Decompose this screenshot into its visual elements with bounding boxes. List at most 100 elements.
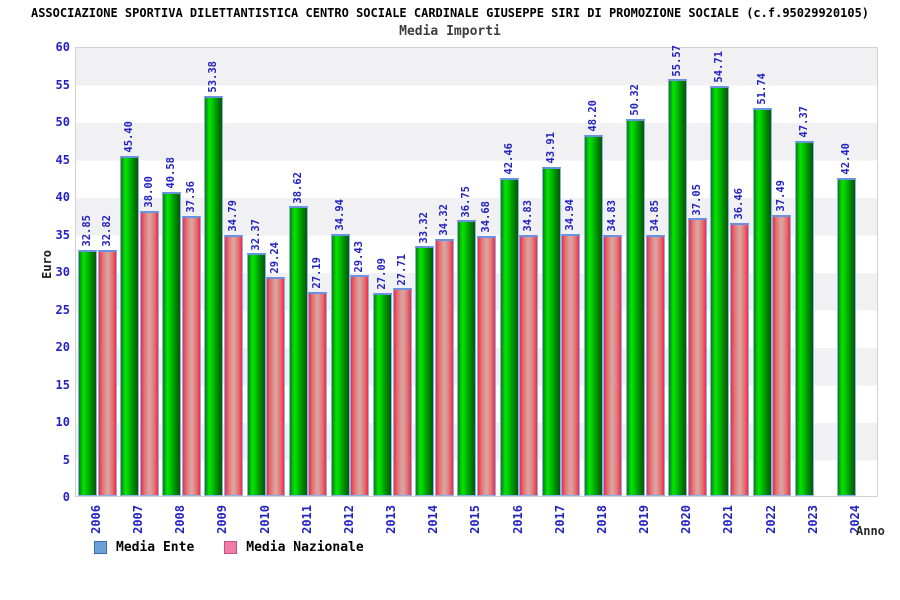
legend-label-media-ente: Media Ente (116, 539, 195, 555)
bar-media-nazionale-2014 (434, 238, 454, 496)
bar-value-label-2018-s0: 48.20 (586, 99, 599, 132)
bar-value-label-2008-s1: 37.36 (184, 181, 197, 213)
bar-value-label-2019-s1: 34.85 (648, 200, 661, 232)
bar-media-ente-2020 (668, 79, 688, 496)
y-tick-label-10: 10 (55, 415, 70, 429)
x-tick-label-2015: 2015 (468, 505, 483, 534)
bar-value-label-2011-s1: 27.19 (311, 257, 324, 290)
bar-value-label-2020-s0: 55.57 (671, 44, 684, 77)
bar-media-nazionale-2008 (181, 215, 201, 496)
bar-media-ente-2019 (626, 118, 646, 496)
bar-media-nazionale-2011 (308, 292, 328, 496)
bar-value-label-2024-s0: 42.40 (839, 143, 852, 175)
x-axis-title: Anno (856, 524, 885, 538)
x-tick-label-2023: 2023 (805, 505, 820, 534)
bar-value-label-2012-s1: 29.43 (353, 240, 366, 273)
bar-value-label-2006-s0: 32.85 (81, 215, 93, 247)
bar-media-nazionale-2012 (350, 275, 370, 496)
bar-value-label-2017-s1: 34.94 (564, 199, 577, 231)
bar-value-label-2020-s1: 37.05 (690, 183, 703, 216)
bar-value-label-2007-s0: 45.40 (123, 120, 136, 153)
bar-value-label-2013-s0: 27.09 (376, 258, 389, 290)
bar-media-nazionale-2016 (519, 234, 539, 496)
bar-value-label-2010-s1: 29.24 (269, 242, 282, 274)
y-tick-label-5: 5 (62, 452, 70, 467)
bar-value-label-2012-s0: 34.94 (333, 199, 346, 231)
x-tick-label-2006: 2006 (89, 505, 103, 534)
bar-media-nazionale-2009 (223, 235, 243, 496)
x-tick-label-2008: 2008 (173, 505, 188, 534)
legend-label-media-nazionale: Media Nazionale (246, 539, 364, 555)
bar-media-ente-2011 (288, 206, 308, 496)
bar-media-ente-2014 (415, 246, 435, 496)
bar-value-label-2016-s0: 42.46 (502, 142, 515, 175)
bar-value-label-2009-s0: 53.38 (207, 61, 220, 93)
bar-value-label-2009-s1: 34.79 (226, 200, 239, 233)
y-tick-label-55: 55 (55, 77, 70, 92)
bar-media-ente-2018 (583, 134, 603, 496)
bar-value-label-2022-s1: 37.49 (775, 180, 788, 212)
bar-media-nazionale-2010 (266, 276, 286, 496)
bar-media-ente-2022 (752, 107, 772, 496)
x-tick-label-2007: 2007 (131, 505, 146, 534)
chart-subtitle: Media Importi (399, 24, 501, 39)
y-tick-label-35: 35 (55, 227, 70, 242)
x-tick-label-2009: 2009 (215, 505, 230, 534)
legend-swatch-media-ente-icon (94, 540, 107, 554)
bar-media-nazionale-2019 (645, 234, 665, 496)
y-tick-label-45: 45 (55, 152, 70, 167)
bar-media-ente-2024 (836, 178, 856, 496)
plot-area: 32.85 32.82 45.40 38.00 40.58 37.36 53.38 34.79… (75, 44, 878, 497)
y-tick-label-20: 20 (55, 340, 70, 354)
bar-media-nazionale-2015 (476, 235, 496, 496)
y-tick-label-30: 30 (55, 265, 70, 279)
x-tick-label-2010: 2010 (257, 505, 272, 534)
bar-media-nazionale-2021 (729, 222, 749, 496)
bar-value-label-2019-s0: 50.32 (629, 84, 642, 116)
x-tick-label-2012: 2012 (341, 505, 356, 534)
bar-media-ente-2017 (541, 166, 561, 496)
bar-media-nazionale-2006 (97, 249, 117, 496)
y-tick-label-40: 40 (55, 190, 70, 204)
bar-value-label-2011-s0: 38.62 (291, 171, 304, 204)
legend-item-media-ente: Media Ente (94, 540, 194, 555)
bar-media-ente-2009 (204, 95, 224, 496)
x-tick-label-2016: 2016 (510, 505, 525, 534)
bar-value-label-2021-s0: 54.71 (713, 51, 726, 83)
bar-value-label-2022-s0: 51.74 (755, 73, 768, 105)
bar-media-ente-2008 (162, 191, 182, 496)
y-tick-label-25: 25 (55, 302, 70, 317)
bar-media-ente-2012 (330, 234, 350, 496)
bar-media-ente-2023 (794, 140, 814, 496)
bar-value-label-2016-s1: 34.83 (522, 200, 535, 232)
y-tick-label-50: 50 (55, 115, 70, 129)
bar-value-label-2021-s1: 36.46 (732, 187, 745, 220)
bar-value-label-2013-s1: 27.71 (395, 253, 408, 286)
bar-media-nazionale-2013 (392, 288, 412, 496)
bar-value-label-2015-s0: 36.75 (460, 185, 473, 218)
bar-value-label-2006-s1: 32.82 (100, 215, 113, 247)
bar-value-label-2018-s1: 34.83 (606, 200, 619, 232)
x-tick-label-2018: 2018 (594, 505, 609, 534)
bar-value-label-2010-s0: 32.37 (249, 218, 262, 251)
bar-media-nazionale-2018 (603, 234, 623, 496)
bar-media-ente-2021 (710, 85, 730, 496)
y-tick-label-0: 0 (62, 490, 70, 504)
legend-swatch-media-nazionale-icon (224, 540, 238, 554)
x-tick-label-2011: 2011 (299, 505, 314, 534)
x-tick-label-2021: 2021 (721, 505, 736, 534)
x-tick-label-2014: 2014 (426, 505, 441, 534)
page-title: ASSOCIAZIONE SPORTIVA DILETTANTISTICA CE… (30, 6, 870, 20)
legend: Media Ente Media Nazionale (94, 538, 364, 556)
bar-value-label-2007-s1: 38.00 (142, 176, 155, 208)
bar-value-label-2023-s0: 47.37 (797, 106, 810, 138)
bar-value-label-2008-s0: 40.58 (165, 157, 178, 189)
x-tick-label-2013: 2013 (384, 505, 399, 534)
bar-value-label-2014-s1: 34.32 (437, 204, 450, 236)
x-tick-label-2022: 2022 (763, 505, 778, 534)
x-tick-label-2017: 2017 (552, 505, 567, 534)
x-tick-label-2019: 2019 (637, 505, 652, 534)
bar-media-ente-2015 (457, 220, 477, 496)
bar-media-nazionale-2020 (687, 218, 707, 496)
bar-media-ente-2006 (78, 249, 97, 496)
